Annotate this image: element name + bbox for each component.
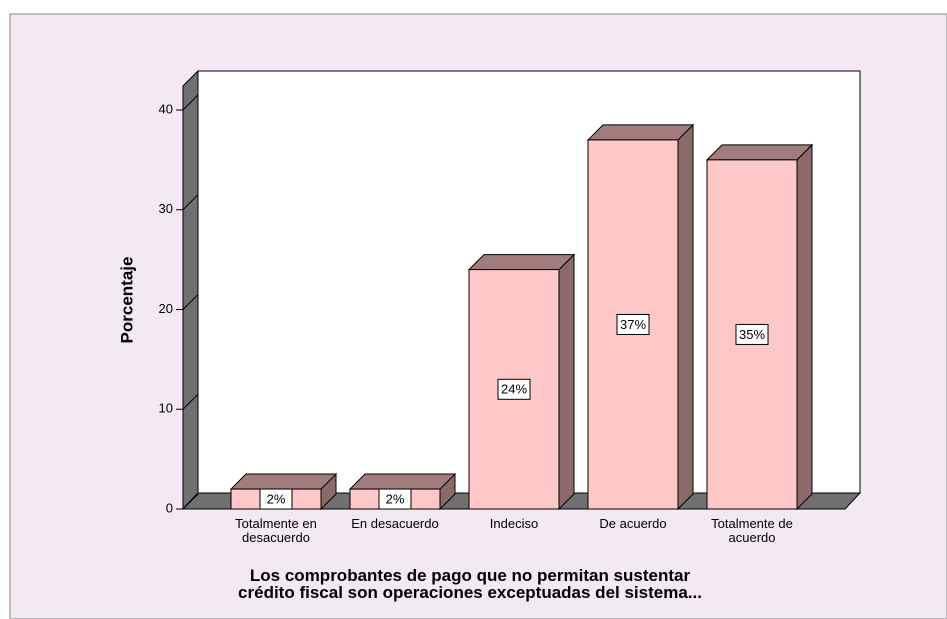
y-tick-label: 0 (166, 500, 173, 515)
x-axis-label: crédito fiscal son operaciones exceptuad… (238, 583, 702, 602)
bar (586, 123, 695, 511)
bar-top (467, 254, 576, 271)
x-axis-label: Los comprobantes de pago que no permitan… (249, 566, 691, 585)
bar-top (229, 473, 338, 490)
bar-side (677, 123, 694, 511)
grid-tick (182, 194, 199, 211)
value-label: 2% (267, 491, 286, 506)
grid-tick (182, 393, 199, 410)
value-label-box (259, 488, 293, 510)
grid-tick (182, 493, 199, 510)
value-label: 24% (501, 382, 527, 397)
value-label-box (497, 378, 531, 400)
value-label-box (735, 323, 769, 345)
x-tick-label: De acuerdo (599, 516, 667, 531)
grid-tick (182, 94, 199, 111)
bar-top (705, 144, 814, 161)
value-label: 2% (386, 491, 405, 506)
x-tick-label: Indeciso (489, 516, 539, 531)
bar-side (796, 143, 813, 511)
x-tick-label: Totalmente en desacuerdo (235, 516, 317, 545)
value-label: 35% (739, 327, 765, 342)
x-tick-label: En desacuerdo (351, 516, 439, 531)
x-tick-label: Totalmente de acuerdo (711, 516, 793, 545)
bar-side (558, 253, 575, 511)
bar-top (586, 124, 695, 141)
y-tick-label: 40 (159, 101, 173, 116)
side-wall (182, 69, 199, 511)
bar (348, 472, 457, 511)
y-tick-label: 20 (159, 301, 173, 316)
value-label-box (378, 488, 412, 510)
y-axis-label: Porcentaje (117, 257, 136, 344)
y-tick-label: 10 (159, 401, 173, 416)
value-label-box (616, 313, 650, 335)
grid-tick (182, 294, 199, 310)
y-tick-label: 30 (159, 201, 173, 216)
bar-top (348, 473, 457, 490)
value-label: 37% (620, 317, 646, 332)
